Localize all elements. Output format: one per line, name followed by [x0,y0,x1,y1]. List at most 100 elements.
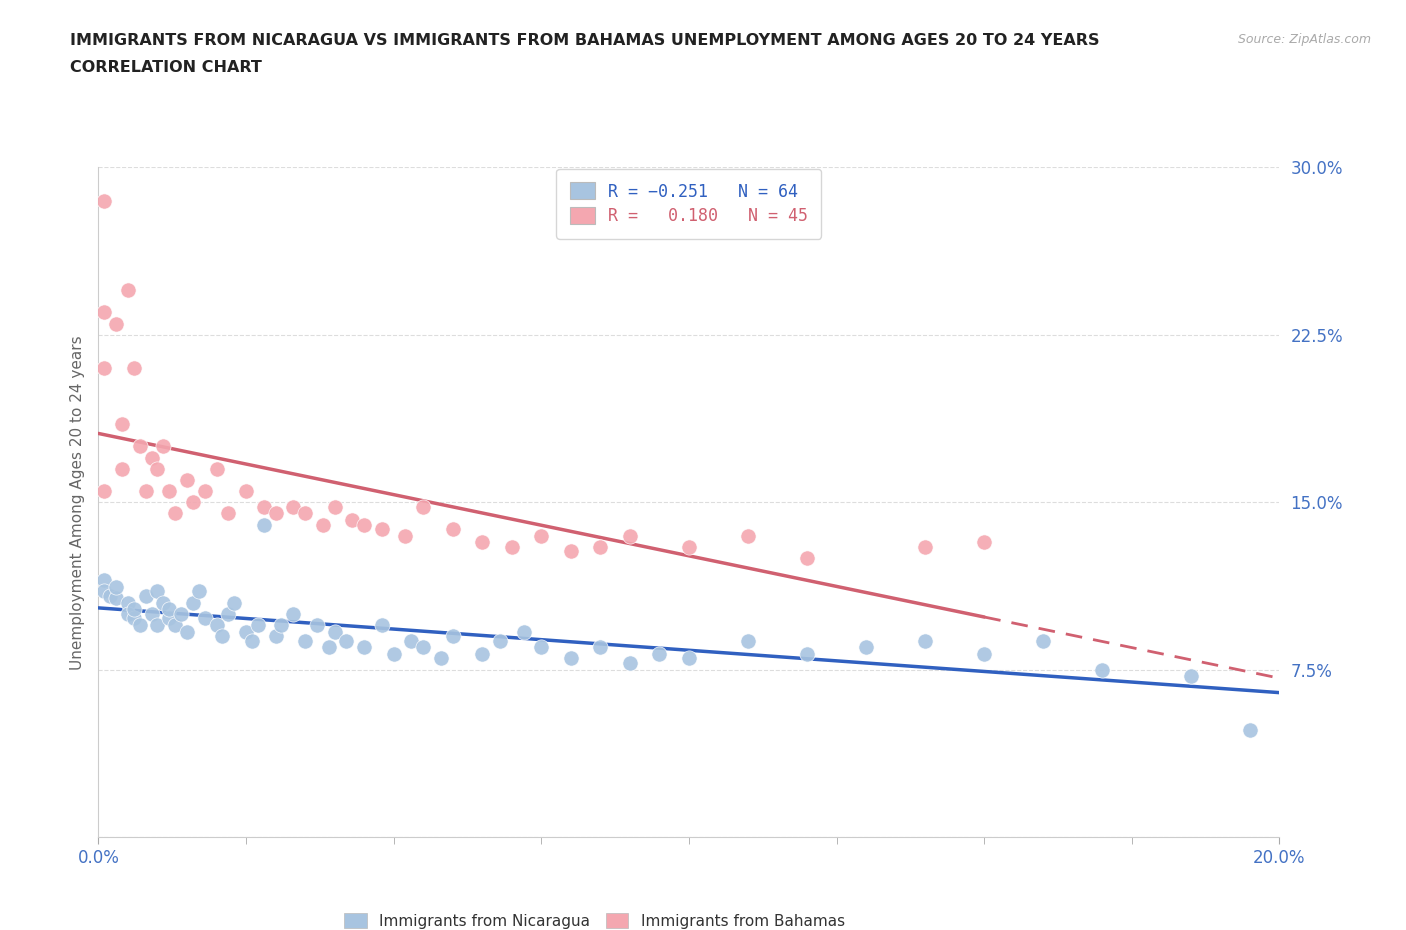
Point [382,646,405,661]
Point [93,305,115,320]
Point [122,602,145,617]
Point [105,316,128,331]
Point [914,539,936,554]
Point [157,484,180,498]
Point [152,439,174,454]
Point [122,361,145,376]
Point [305,618,328,632]
Point [93,193,115,208]
Point [283,606,305,621]
Point [430,651,453,666]
Point [412,640,434,655]
Point [530,640,553,655]
Point [619,656,641,671]
Point [141,450,163,465]
Point [152,595,174,610]
Point [122,611,145,626]
Point [471,535,494,550]
Point [117,606,139,621]
Point [93,361,115,376]
Point [135,589,157,604]
Point [589,539,612,554]
Point [146,618,169,632]
Point [973,646,995,661]
Point [412,499,434,514]
Point [105,579,128,594]
Point [181,595,204,610]
Point [471,646,494,661]
Point [441,629,464,644]
Point [401,633,423,648]
Point [441,522,464,537]
Point [678,539,700,554]
Legend: Immigrants from Nicaragua, Immigrants from Bahamas: Immigrants from Nicaragua, Immigrants fr… [336,905,852,930]
Point [246,618,269,632]
Point [253,499,276,514]
Point [240,633,263,648]
Point [796,551,818,565]
Point [371,522,394,537]
Point [855,640,877,655]
Point [176,624,198,639]
Point [128,618,150,632]
Point [157,602,180,617]
Point [170,606,193,621]
Point [1180,669,1202,684]
Point [1032,633,1054,648]
Point [294,506,316,521]
Point [796,646,818,661]
Point [165,618,187,632]
Point [146,584,169,599]
Point [512,624,534,639]
Point [1091,662,1114,677]
Point [235,484,257,498]
Point [335,633,357,648]
Point [253,517,276,532]
Point [217,606,239,621]
Point [135,484,157,498]
Point [217,506,239,521]
Point [342,512,364,527]
Point [914,633,936,648]
Point [111,417,134,432]
Point [283,499,305,514]
Point [353,517,375,532]
Point [224,595,246,610]
Y-axis label: Unemployment Among Ages 20 to 24 years: Unemployment Among Ages 20 to 24 years [69,335,84,670]
Point [560,651,582,666]
Point [211,629,233,644]
Point [128,439,150,454]
Point [323,499,346,514]
Point [530,528,553,543]
Point [93,573,115,588]
Point [235,624,257,639]
Point [181,495,204,510]
Point [157,611,180,626]
Point [589,640,612,655]
Text: Source: ZipAtlas.com: Source: ZipAtlas.com [1237,33,1371,46]
Point [648,646,671,661]
Point [176,472,198,487]
Point [264,629,287,644]
Point [111,461,134,476]
Point [105,591,128,605]
Point [312,517,335,532]
Point [165,506,187,521]
Point [737,528,759,543]
Point [353,640,375,655]
Point [318,640,340,655]
Point [489,633,512,648]
Point [371,618,394,632]
Point [501,539,523,554]
Point [117,283,139,298]
Point [93,484,115,498]
Point [93,584,115,599]
Point [737,633,759,648]
Point [560,544,582,559]
Point [323,624,346,639]
Point [98,589,121,604]
Point [264,506,287,521]
Point [146,461,169,476]
Point [117,595,139,610]
Point [619,528,641,543]
